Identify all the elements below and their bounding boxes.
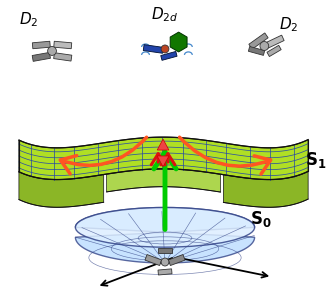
Circle shape: [161, 45, 169, 53]
Polygon shape: [54, 53, 72, 61]
Polygon shape: [107, 169, 220, 192]
Polygon shape: [161, 51, 177, 60]
Polygon shape: [75, 208, 255, 263]
Polygon shape: [248, 47, 265, 55]
Polygon shape: [264, 35, 284, 49]
Polygon shape: [158, 269, 172, 275]
Circle shape: [161, 258, 169, 266]
Text: $\mathit{D}_{2d}$: $\mathit{D}_{2d}$: [151, 5, 179, 24]
Text: $\mathbf{S_0}$: $\mathbf{S_0}$: [250, 209, 271, 229]
Polygon shape: [19, 172, 104, 207]
Polygon shape: [145, 254, 162, 265]
Circle shape: [260, 42, 269, 51]
Polygon shape: [32, 41, 50, 49]
Polygon shape: [32, 52, 50, 61]
Polygon shape: [157, 139, 169, 150]
FancyArrowPatch shape: [60, 137, 147, 174]
Polygon shape: [143, 45, 163, 53]
Polygon shape: [267, 45, 281, 57]
Ellipse shape: [75, 208, 255, 247]
FancyArrowPatch shape: [161, 154, 175, 165]
Polygon shape: [158, 248, 172, 253]
FancyArrowPatch shape: [180, 137, 271, 174]
Polygon shape: [19, 137, 308, 180]
FancyArrowPatch shape: [151, 154, 165, 165]
Polygon shape: [223, 171, 308, 207]
FancyArrowPatch shape: [154, 152, 176, 229]
Polygon shape: [249, 33, 268, 49]
Text: $\mathit{D}_2$: $\mathit{D}_2$: [279, 15, 298, 34]
Polygon shape: [157, 156, 169, 167]
Polygon shape: [170, 32, 187, 52]
Text: $\mathbf{S_1}$: $\mathbf{S_1}$: [305, 150, 327, 170]
Circle shape: [48, 47, 56, 55]
Text: $\mathit{D}_2$: $\mathit{D}_2$: [19, 10, 39, 29]
Polygon shape: [168, 254, 185, 265]
Polygon shape: [54, 41, 72, 49]
